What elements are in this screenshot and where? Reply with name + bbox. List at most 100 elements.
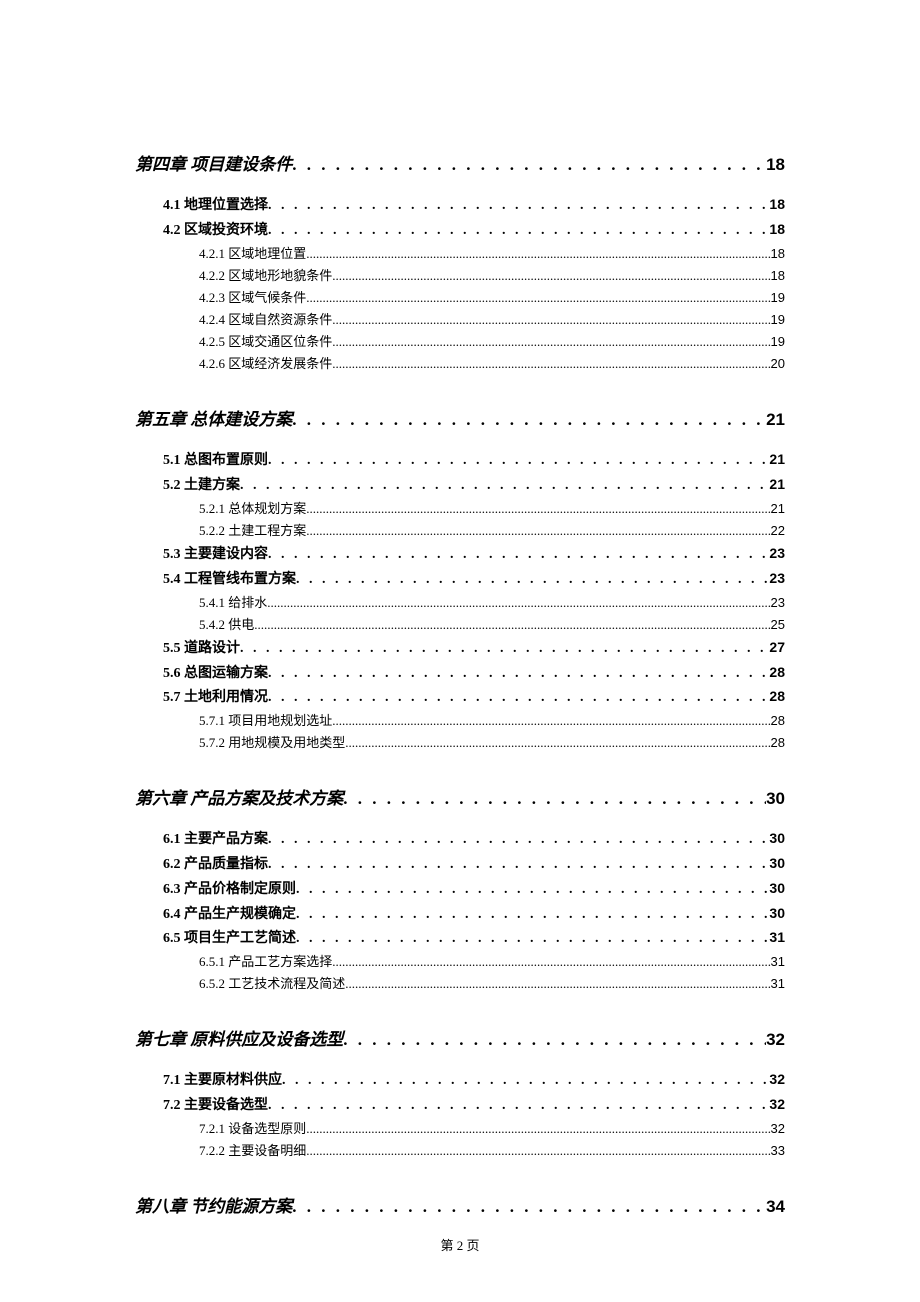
table-of-contents: 第四章 项目建设条件 . . . . . . . . . . . . . . . … (135, 150, 785, 1217)
toc-entry-title: 5.2.2 土建工程方案 (199, 520, 306, 542)
toc-leader-dots: . . . . . . . . . . . . . . . . . . . . … (268, 194, 769, 218)
toc-entry-page: 31 (771, 951, 785, 973)
toc-leader-dots: . . . . . . . . . . . . . . . . . . . . … (268, 686, 769, 710)
toc-leader-dots: ........................................… (332, 951, 770, 973)
toc-entry-page: 28 (769, 661, 785, 685)
toc-entry: 5.7.1 项目用地规划选址..........................… (199, 710, 785, 732)
toc-entry-page: 19 (771, 309, 785, 331)
toc-entry: 6.1 主要产品方案. . . . . . . . . . . . . . . … (163, 827, 785, 852)
toc-entry: 第八章 节约能源方案. . . . . . . . . . . . . . . … (135, 1192, 785, 1217)
toc-entry-page: 19 (771, 331, 785, 353)
toc-entry: 4.2.3 区域气候条件............................… (199, 287, 785, 309)
toc-entry-page: 21 (766, 410, 785, 430)
toc-leader-dots: ........................................… (306, 1140, 770, 1162)
toc-entry-title: 5.4.2 供电 (199, 614, 254, 636)
toc-entry: 6.5.1 产品工艺方案选择..........................… (199, 951, 785, 973)
toc-entry: 第五章 总体建设方案. . . . . . . . . . . . . . . … (135, 405, 785, 430)
toc-entry-title: 6.1 主要产品方案 (163, 828, 268, 852)
toc-entry-title: 4.2.3 区域气候条件 (199, 287, 306, 309)
toc-entry-title: 5.4.1 给排水 (199, 592, 267, 614)
toc-entry-title: 7.1 主要原材料供应 (163, 1069, 282, 1093)
toc-entry: 4.2.2 区域地形地貌条件..........................… (199, 265, 785, 287)
toc-entry-page: 25 (771, 614, 785, 636)
toc-entry-title: 5.4 工程管线布置方案 (163, 568, 296, 592)
toc-entry: 7.1 主要原材料供应. . . . . . . . . . . . . . .… (163, 1068, 785, 1093)
toc-entry-page: 32 (771, 1118, 785, 1140)
toc-entry: 4.2.5 区域交通区位条件..........................… (199, 331, 785, 353)
toc-leader-dots: . . . . . . . . . . . . . . . . . . . . … (296, 927, 769, 951)
toc-leader-dots: . . . . . . . . . . . . . . . . . . . . … (292, 410, 766, 430)
toc-entry-page: 21 (771, 498, 785, 520)
toc-entry-title: 第七章 原料供应及设备选型 (135, 1025, 343, 1050)
toc-entry: 5.4.1 给排水...............................… (199, 592, 785, 614)
toc-entry-page: 21 (769, 473, 785, 497)
toc-entry-title: 6.3 产品价格制定原则 (163, 878, 296, 902)
toc-leader-dots: ........................................… (332, 353, 770, 375)
toc-entry-page: 18 (771, 243, 785, 265)
toc-entry: 5.4.2 供电................................… (199, 614, 785, 636)
toc-leader-dots: ........................................… (254, 614, 770, 636)
toc-entry: 第七章 原料供应及设备选型. . . . . . . . . . . . . .… (135, 1025, 785, 1050)
toc-entry-page: 34 (766, 1197, 785, 1217)
toc-entry-title: 5.1 总图布置原则 (163, 449, 268, 473)
toc-entry-title: 5.6 总图运输方案 (163, 662, 268, 686)
toc-leader-dots: . . . . . . . . . . . . . . . . . . . . … (268, 1094, 769, 1118)
toc-leader-dots: . . . . . . . . . . . . . . . . . . . . … (268, 449, 769, 473)
toc-entry: 4.2.6 区域经济发展条件..........................… (199, 353, 785, 375)
toc-leader-dots: . . . . . . . . . . . . . . . . . . . . … (268, 853, 769, 877)
toc-leader-dots: . . . . . . . . . . . . . . . . . . . . … (296, 878, 769, 902)
toc-leader-dots: ........................................… (306, 498, 770, 520)
toc-entry-page: 22 (771, 520, 785, 542)
toc-entry-page: 30 (769, 827, 785, 851)
toc-entry-page: 21 (769, 448, 785, 472)
toc-entry-title: 7.2.1 设备选型原则 (199, 1118, 306, 1140)
toc-leader-dots: . . . . . . . . . . . . . . . . . . . . … (282, 1069, 769, 1093)
toc-entry-page: 27 (769, 636, 785, 660)
toc-leader-dots: . . . . . . . . . . . . . . . . . . . . … (343, 789, 766, 809)
toc-entry-title: 4.2.6 区域经济发展条件 (199, 353, 332, 375)
toc-entry-title: 7.2.2 主要设备明细 (199, 1140, 306, 1162)
toc-entry: 4.2 区域投资环境. . . . . . . . . . . . . . . … (163, 218, 785, 243)
toc-leader-dots: ........................................… (306, 243, 770, 265)
toc-entry-title: 6.4 产品生产规模确定 (163, 903, 296, 927)
toc-entry-title: 5.2.1 总体规划方案 (199, 498, 306, 520)
toc-entry: 5.2.2 土建工程方案............................… (199, 520, 785, 542)
toc-entry: 5.1 总图布置原则. . . . . . . . . . . . . . . … (163, 448, 785, 473)
toc-entry-title: 第四章 项目建设条件 (135, 150, 292, 175)
toc-leader-dots: ........................................… (306, 520, 770, 542)
toc-entry: 5.6 总图运输方案. . . . . . . . . . . . . . . … (163, 661, 785, 686)
toc-entry-title: 5.7 土地利用情况 (163, 686, 268, 710)
toc-entry-page: 28 (769, 685, 785, 709)
toc-entry-title: 4.2 区域投资环境 (163, 219, 268, 243)
toc-leader-dots: . . . . . . . . . . . . . . . . . . . . … (268, 543, 769, 567)
toc-entry-title: 第六章 产品方案及技术方案 (135, 784, 343, 809)
toc-leader-dots: ........................................… (332, 710, 770, 732)
toc-entry-title: 第五章 总体建设方案 (135, 405, 292, 430)
toc-leader-dots: ........................................… (267, 592, 770, 614)
toc-entry-page: 19 (771, 287, 785, 309)
toc-leader-dots: . . . . . . . . . . . . . . . . . . . . … (268, 828, 769, 852)
toc-entry-title: 6.5 项目生产工艺简述 (163, 927, 296, 951)
toc-entry-title: 5.7.1 项目用地规划选址 (199, 710, 332, 732)
toc-entry-page: 30 (769, 877, 785, 901)
toc-entry-page: 23 (769, 567, 785, 591)
toc-entry: 第四章 项目建设条件. . . . . . . . . . . . . . . … (135, 150, 785, 175)
toc-entry: 5.2 土建方案. . . . . . . . . . . . . . . . … (163, 473, 785, 498)
toc-leader-dots: . . . . . . . . . . . . . . . . . . . . … (268, 662, 769, 686)
toc-entry: 5.2.1 总体规划方案............................… (199, 498, 785, 520)
toc-leader-dots: ........................................… (306, 287, 770, 309)
toc-entry-page: 20 (771, 353, 785, 375)
toc-entry: 6.4 产品生产规模确定. . . . . . . . . . . . . . … (163, 902, 785, 927)
toc-entry-page: 31 (771, 973, 785, 995)
toc-leader-dots: . . . . . . . . . . . . . . . . . . . . … (296, 903, 769, 927)
toc-entry-title: 4.2.5 区域交通区位条件 (199, 331, 332, 353)
toc-entry: 5.4 工程管线布置方案. . . . . . . . . . . . . . … (163, 567, 785, 592)
toc-entry-page: 18 (769, 218, 785, 242)
toc-leader-dots: . . . . . . . . . . . . . . . . . . . . … (343, 1030, 766, 1050)
toc-entry: 4.1 地理位置选择. . . . . . . . . . . . . . . … (163, 193, 785, 218)
toc-entry-page: 32 (769, 1068, 785, 1092)
toc-leader-dots: . . . . . . . . . . . . . . . . . . . . … (292, 1197, 766, 1217)
toc-entry-page: 30 (769, 852, 785, 876)
toc-entry-title: 6.2 产品质量指标 (163, 853, 268, 877)
toc-entry-page: 23 (771, 592, 785, 614)
